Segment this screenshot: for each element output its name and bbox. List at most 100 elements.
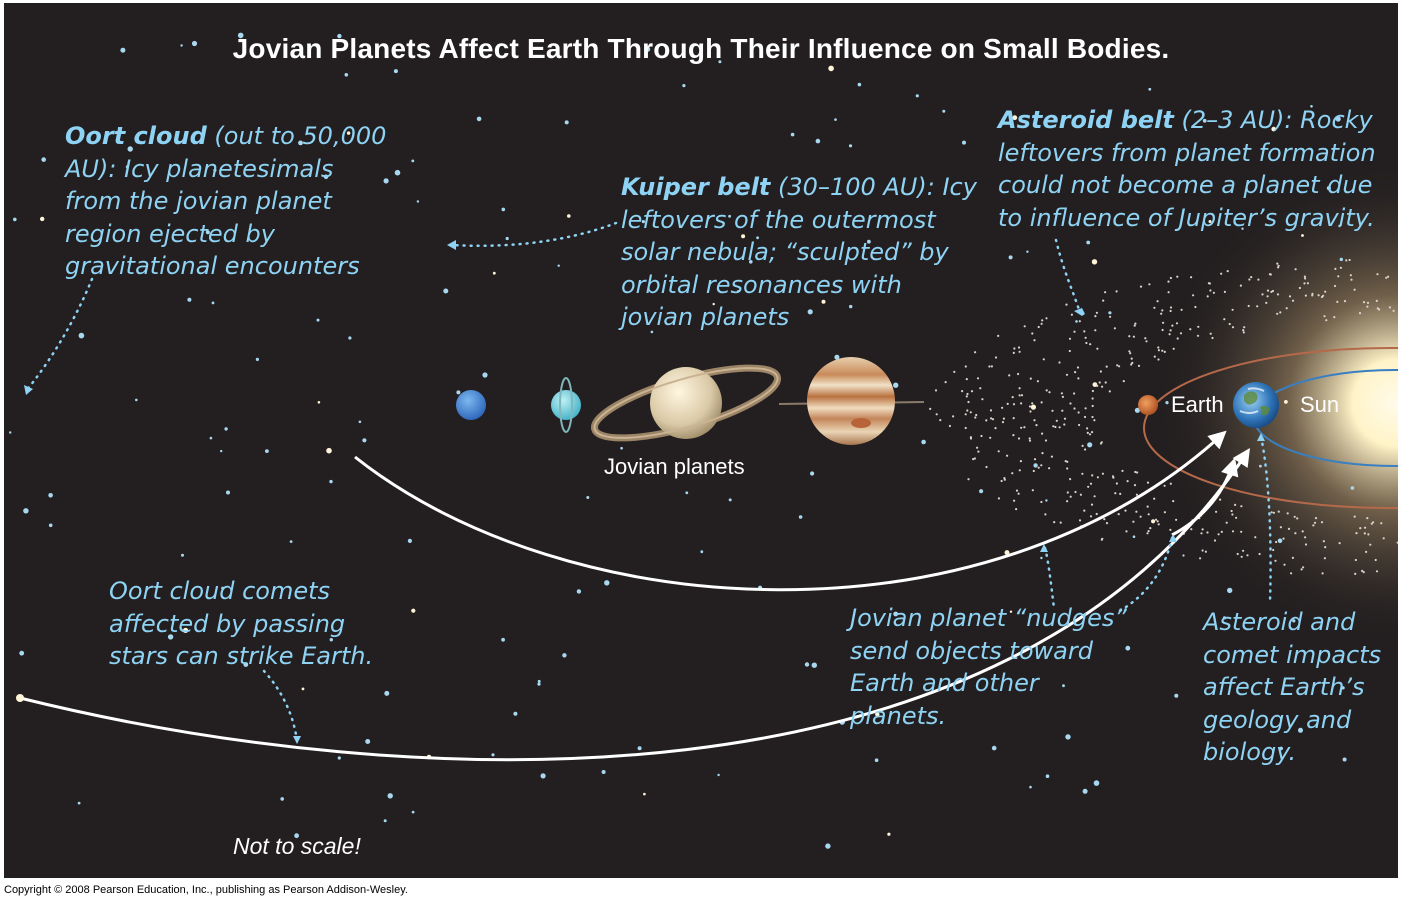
- asteroid-dot: [1168, 333, 1171, 336]
- asteroid-dot: [1063, 417, 1067, 420]
- star-dot: [741, 234, 746, 239]
- asteroid-dot: [1054, 425, 1057, 429]
- asteroid-dot: [1118, 365, 1121, 368]
- diagram-artwork: [9, 32, 1398, 849]
- not-to-scale-note: Not to scale!: [233, 833, 361, 859]
- asteroid-dot: [1286, 512, 1289, 515]
- asteroid-dot: [1369, 543, 1372, 546]
- star-dot: [411, 810, 415, 814]
- star-dot: [1310, 105, 1313, 108]
- asteroid-dot: [1093, 495, 1096, 498]
- star-dot: [1008, 255, 1013, 260]
- caption-line: from the jovian planet: [65, 187, 332, 215]
- asteroid-dot: [1051, 409, 1054, 412]
- asteroid-dot: [1029, 410, 1032, 413]
- star-dot: [650, 330, 654, 334]
- asteroid-dot: [1301, 530, 1304, 533]
- asteroid-dot: [1091, 431, 1094, 434]
- asteroid-dot: [1345, 259, 1348, 262]
- asteroid-dot: [1044, 439, 1048, 442]
- asteroid-dot: [972, 458, 975, 461]
- star-dot: [867, 239, 871, 244]
- caption-line: Jovian planet “nudges”: [850, 604, 1127, 632]
- asteroid-dot: [1212, 291, 1215, 294]
- earth-planet: [1233, 382, 1279, 428]
- star-dot: [237, 32, 244, 39]
- star-dot: [120, 47, 126, 53]
- star-dot: [211, 301, 215, 305]
- asteroid-dot: [1018, 387, 1021, 390]
- asteroid-dot: [1134, 322, 1137, 325]
- caption-line: orbital resonances with: [621, 270, 902, 299]
- asteroid-dot: [1153, 306, 1156, 309]
- asteroid-dot: [1194, 305, 1197, 309]
- asteroid-dot: [1035, 424, 1038, 427]
- star-dot: [848, 144, 853, 148]
- asteroid-dot: [1128, 350, 1131, 353]
- asteroid-dot: [1077, 377, 1080, 380]
- asteroid-dot: [1270, 511, 1273, 514]
- asteroid-dot: [1065, 373, 1069, 376]
- asteroid-dot: [989, 436, 992, 439]
- asteroid-dot: [1084, 407, 1087, 410]
- star-dot: [537, 679, 541, 683]
- star-field: [9, 32, 1355, 849]
- star-dot: [685, 491, 689, 495]
- asteroid-dot: [1161, 349, 1164, 352]
- asteroid-dot: [1063, 423, 1066, 426]
- asteroid-dot: [1133, 484, 1137, 487]
- asteroid-dot: [1055, 419, 1058, 422]
- star-dot: [265, 449, 269, 453]
- asteroid-dot: [1017, 492, 1020, 495]
- asteroid-dot: [1240, 530, 1243, 533]
- asteroid-dot: [1068, 337, 1072, 340]
- asteroid-dot: [1091, 415, 1094, 419]
- asteroid-dot: [1180, 308, 1183, 311]
- asteroid-dot: [1102, 299, 1105, 302]
- asteroid-dot: [1235, 516, 1238, 519]
- star-dot: [191, 40, 198, 47]
- asteroid-dot: [1018, 350, 1021, 353]
- asteroid-dot: [1287, 527, 1291, 531]
- asteroid-dot: [1129, 352, 1132, 355]
- asteroid-dot: [1083, 330, 1086, 333]
- star-dot: [301, 687, 305, 691]
- caption-line: comet impacts: [1203, 640, 1382, 669]
- asteroid-dot: [1084, 336, 1087, 339]
- asteroid-dot: [1162, 321, 1165, 324]
- asteroid-dot: [1220, 530, 1223, 534]
- asteroid-dot: [1169, 528, 1172, 532]
- asteroid-dot: [1091, 404, 1094, 408]
- asteroid-dot: [1146, 532, 1149, 535]
- asteroid-dot: [1248, 278, 1251, 281]
- asteroid-dot: [1156, 300, 1159, 303]
- star-dot: [942, 109, 946, 113]
- asteroid-dot: [1382, 537, 1385, 540]
- asteroid-dot: [1207, 282, 1210, 285]
- asteroid-dot: [1006, 402, 1009, 405]
- asteroid-dot: [1103, 518, 1106, 521]
- asteroid-dot: [1169, 482, 1172, 485]
- star-dot: [1259, 464, 1262, 468]
- asteroid-dot: [1058, 361, 1061, 364]
- asteroid-dot: [1050, 455, 1053, 458]
- star-dot: [586, 496, 590, 499]
- asteroid-dot: [981, 398, 984, 401]
- asteroid-dot: [979, 387, 982, 390]
- star-dot: [540, 773, 546, 779]
- asteroid-dot: [1031, 489, 1034, 492]
- asteroid-dot: [1277, 264, 1280, 267]
- asteroid-dot: [1338, 542, 1341, 545]
- star-dot: [804, 662, 810, 667]
- star-dot: [1202, 118, 1207, 123]
- asteroid-dot: [1353, 288, 1356, 291]
- asteroid-dot: [1322, 540, 1325, 543]
- asteroid-dot: [1061, 395, 1064, 398]
- star-dot: [1241, 227, 1244, 230]
- asteroid-dot: [1036, 380, 1039, 383]
- star-dot: [991, 745, 997, 751]
- star-dot: [1341, 686, 1345, 690]
- asteroid-belt-caption: Asteroid belt (2–3 AU): Rocky leftovers …: [998, 104, 1376, 234]
- impact-pointer: [1259, 435, 1272, 603]
- star-dot: [798, 515, 803, 519]
